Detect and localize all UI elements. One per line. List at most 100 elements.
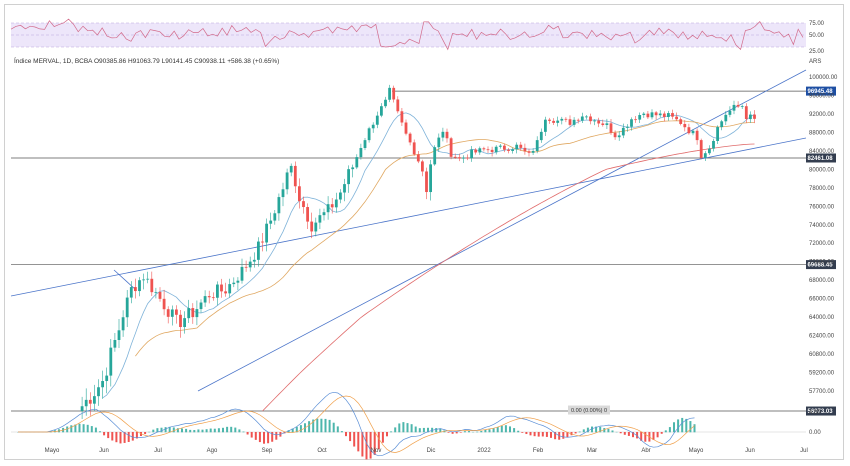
candle-body <box>228 284 232 294</box>
macd-histogram-bar <box>168 426 171 433</box>
candle-body <box>125 297 129 318</box>
macd-histogram-bar <box>160 427 163 433</box>
candle-body <box>671 113 674 117</box>
macd-histogram-bar <box>435 428 438 433</box>
macd-histogram-bar <box>185 428 188 433</box>
macd-histogram-bar <box>213 428 216 433</box>
macd-histogram-bar <box>107 432 110 439</box>
macd-histogram-bar <box>677 419 680 433</box>
candle-body <box>482 148 486 150</box>
candle-body <box>490 149 494 153</box>
candle-body <box>527 151 531 153</box>
macd-histogram-bar <box>365 432 368 460</box>
macd-histogram-bar <box>550 432 552 438</box>
macd-histogram-bar <box>164 427 167 433</box>
macd-histogram-bar <box>353 432 356 447</box>
macd-panel: 4.00 0.00 <box>11 391 821 460</box>
macd-histogram-bar <box>586 427 589 433</box>
macd-histogram-bar <box>439 428 442 433</box>
macd-histogram-bar <box>316 418 319 433</box>
macd-histogram-bar <box>230 426 233 433</box>
macd-histogram-bar <box>349 432 352 442</box>
time-tick: 2022 <box>477 448 491 454</box>
candle-body <box>88 399 92 404</box>
macd-histogram-bar <box>484 429 487 433</box>
macd-histogram-bar <box>455 432 458 434</box>
candle-body <box>449 138 453 157</box>
macd-histogram-bar <box>476 431 479 433</box>
macd-histogram-bar <box>644 432 647 442</box>
candle-body <box>589 116 592 122</box>
macd-signal-line <box>18 395 695 453</box>
price-tick: 74000.00 <box>809 223 835 229</box>
candle-body <box>650 112 654 118</box>
macd-histogram-bar <box>607 428 610 433</box>
time-tick: Jul <box>154 448 162 454</box>
candle-body <box>642 113 646 116</box>
macd-histogram-bar <box>689 421 692 433</box>
price-tick: 96000.00 <box>809 93 835 99</box>
candle-body <box>486 149 490 151</box>
candle-body <box>613 132 617 138</box>
macd-histogram-bar <box>660 432 663 434</box>
level-tag: 69688.45 <box>806 260 836 270</box>
price-tick: 59200.00 <box>809 371 835 377</box>
small-trendline <box>113 269 137 291</box>
macd-histogram-bar <box>94 427 97 433</box>
candle-body <box>679 119 683 124</box>
candle-body <box>519 144 523 148</box>
candle-body <box>744 106 748 120</box>
candle-body <box>101 381 104 388</box>
macd-tick-0: 0.00 <box>809 430 821 436</box>
macd-histogram-bar <box>357 432 360 452</box>
candle-body <box>736 104 740 107</box>
time-tick: Mayo <box>45 448 60 454</box>
macd-line <box>18 391 695 457</box>
chart-frame <box>4 4 844 460</box>
candle-body <box>523 147 527 152</box>
candle-body <box>609 123 613 133</box>
macd-histogram-bar <box>340 431 343 433</box>
candle-body <box>375 115 379 125</box>
macd-histogram-bar <box>578 431 581 433</box>
candle-body <box>630 119 633 127</box>
candle-body <box>371 124 375 129</box>
macd-histogram-bar <box>398 423 401 433</box>
macd-histogram-bar <box>463 431 466 433</box>
price-tick: 66000.00 <box>809 297 835 303</box>
candle-body <box>318 215 322 223</box>
macd-histogram-bar <box>275 432 278 440</box>
candle-body <box>388 87 391 100</box>
macd-histogram-bar <box>468 431 470 433</box>
time-tick: Jul <box>800 448 808 454</box>
candle-body <box>560 118 564 121</box>
candle-body <box>367 128 371 141</box>
candle-body <box>248 261 252 268</box>
macd-histogram-bar <box>422 427 425 433</box>
macd-histogram-bar <box>189 429 192 433</box>
macd-histogram-bar <box>427 427 429 433</box>
macd-histogram-bar <box>86 424 89 433</box>
candle-body <box>306 207 309 222</box>
time-tick: Jun <box>745 448 755 454</box>
macd-histogram-bar <box>246 432 249 435</box>
macd-histogram-bar <box>226 426 229 433</box>
macd-histogram-bar <box>611 430 614 433</box>
candle-body <box>572 119 576 125</box>
candle-body <box>359 148 363 158</box>
macd-histogram-bar <box>562 432 565 439</box>
macd-histogram-bar <box>197 429 200 433</box>
price-panel: 96945.48 82461.08 69688.45 56073.03 0.00 (0.… <box>10 69 836 420</box>
candle-body <box>343 184 346 193</box>
support-trendline <box>10 137 807 297</box>
candle-body <box>724 114 728 122</box>
macd-histogram-bar <box>500 425 503 433</box>
candle-body <box>281 189 285 198</box>
rsi-tick-75: 75.00 <box>809 21 825 27</box>
price-tick: 72000.00 <box>809 241 835 247</box>
candle-body <box>703 153 707 158</box>
fib-label-bg <box>568 405 610 415</box>
macd-histogram-bar <box>66 426 69 433</box>
macd-histogram-bar <box>369 432 372 459</box>
